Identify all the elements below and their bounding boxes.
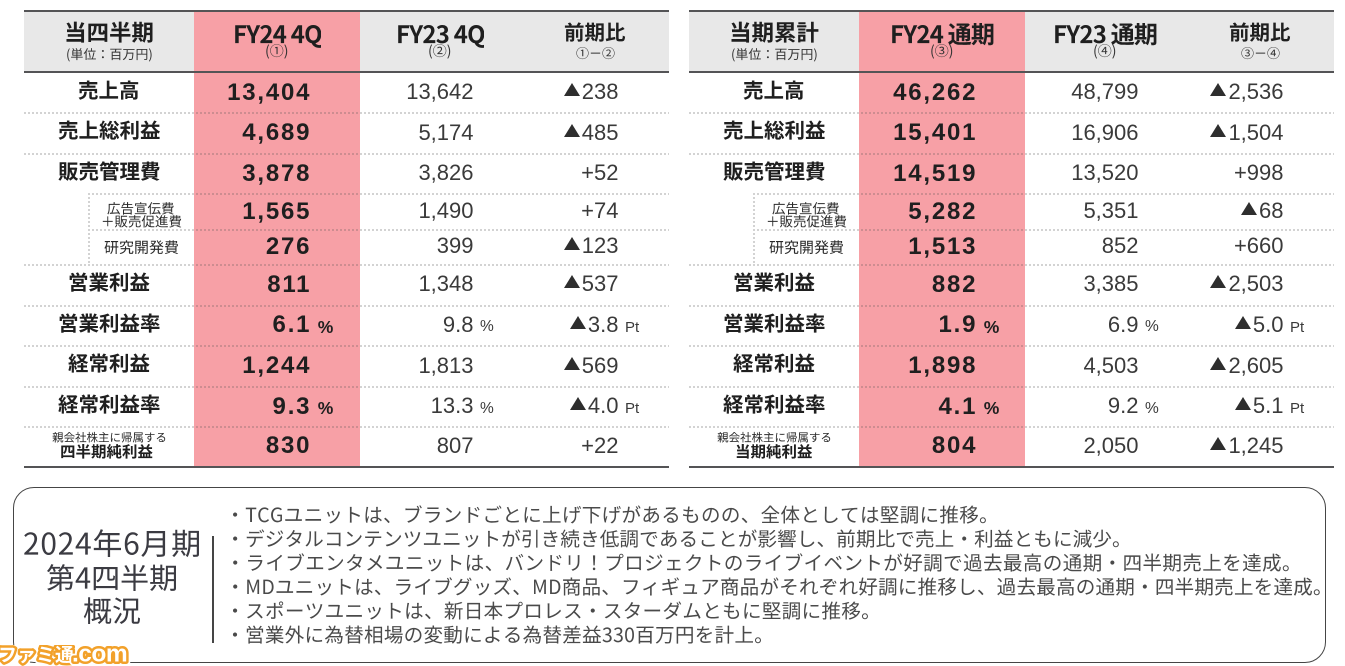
- svg-text:.com: .com: [72, 645, 127, 666]
- svg-text:.com: .com: [72, 645, 127, 666]
